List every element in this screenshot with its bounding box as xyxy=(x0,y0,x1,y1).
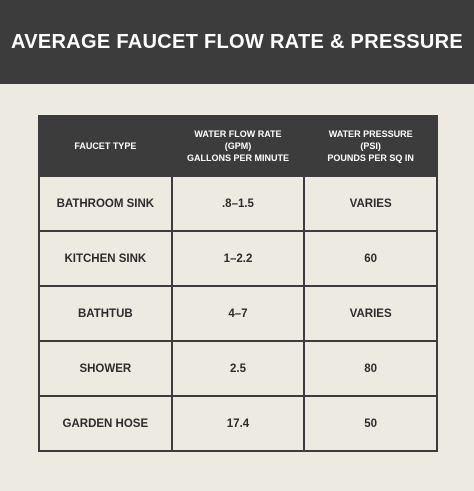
table-cell: GARDEN HOSE xyxy=(38,395,173,452)
table-cell: BATHROOM SINK xyxy=(38,175,173,232)
table-cell: 17.4 xyxy=(170,395,306,452)
table-cell: 80 xyxy=(303,340,438,397)
table-cell: VARIES xyxy=(303,175,438,232)
column-header: WATER PRESSURE (PSI) POUNDS PER SQ IN xyxy=(303,115,438,177)
column-header: FAUCET TYPE xyxy=(38,115,173,177)
table-cell: 2.5 xyxy=(170,340,306,397)
header-line: (GPM) xyxy=(224,141,252,151)
table-cell: .8–1.5 xyxy=(170,175,306,232)
header-line: POUNDS PER SQ IN xyxy=(327,153,414,163)
header-line: WATER PRESSURE xyxy=(328,129,413,139)
table-cell: 50 xyxy=(303,395,438,452)
header-line: FAUCET TYPE xyxy=(74,141,137,151)
table-row: BATHTUB 4–7 VARIES xyxy=(38,285,438,342)
table-row: SHOWER 2.5 80 xyxy=(38,340,438,397)
flow-table: FAUCET TYPE WATER FLOW RATE (GPM) GALLONS P… xyxy=(38,115,438,452)
table-cell: SHOWER xyxy=(38,340,173,397)
title: AVERAGE FAUCET FLOW RATE & PRESSURE xyxy=(10,30,463,53)
table-head: FAUCET TYPE WATER FLOW RATE (GPM) GALLONS P… xyxy=(38,115,438,177)
header-row: FAUCET TYPE WATER FLOW RATE (GPM) GALLONS P… xyxy=(38,115,438,177)
title-bar: AVERAGE FAUCET FLOW RATE & PRESSURE xyxy=(0,0,474,84)
header-line: (PSI) xyxy=(360,141,381,151)
table-cell: 1–2.2 xyxy=(170,230,306,287)
table-body: BATHROOM SINK .8–1.5 VARIES KITCHEN SINK 1–2… xyxy=(38,175,438,452)
table-cell: KITCHEN SINK xyxy=(38,230,173,287)
table-cell: 4–7 xyxy=(170,285,306,342)
column-header: WATER FLOW RATE (GPM) GALLONS PER MINUTE xyxy=(170,115,306,177)
table-cell: BATHTUB xyxy=(38,285,173,342)
table-cell: 60 xyxy=(303,230,438,287)
header-line: WATER FLOW RATE xyxy=(194,129,282,139)
table-row: KITCHEN SINK 1–2.2 60 xyxy=(38,230,438,287)
header-line: GALLONS PER MINUTE xyxy=(186,153,289,163)
table-row: GARDEN HOSE 17.4 50 xyxy=(38,395,438,452)
table-cell: VARIES xyxy=(303,285,438,342)
table-row: BATHROOM SINK .8–1.5 VARIES xyxy=(38,175,438,232)
